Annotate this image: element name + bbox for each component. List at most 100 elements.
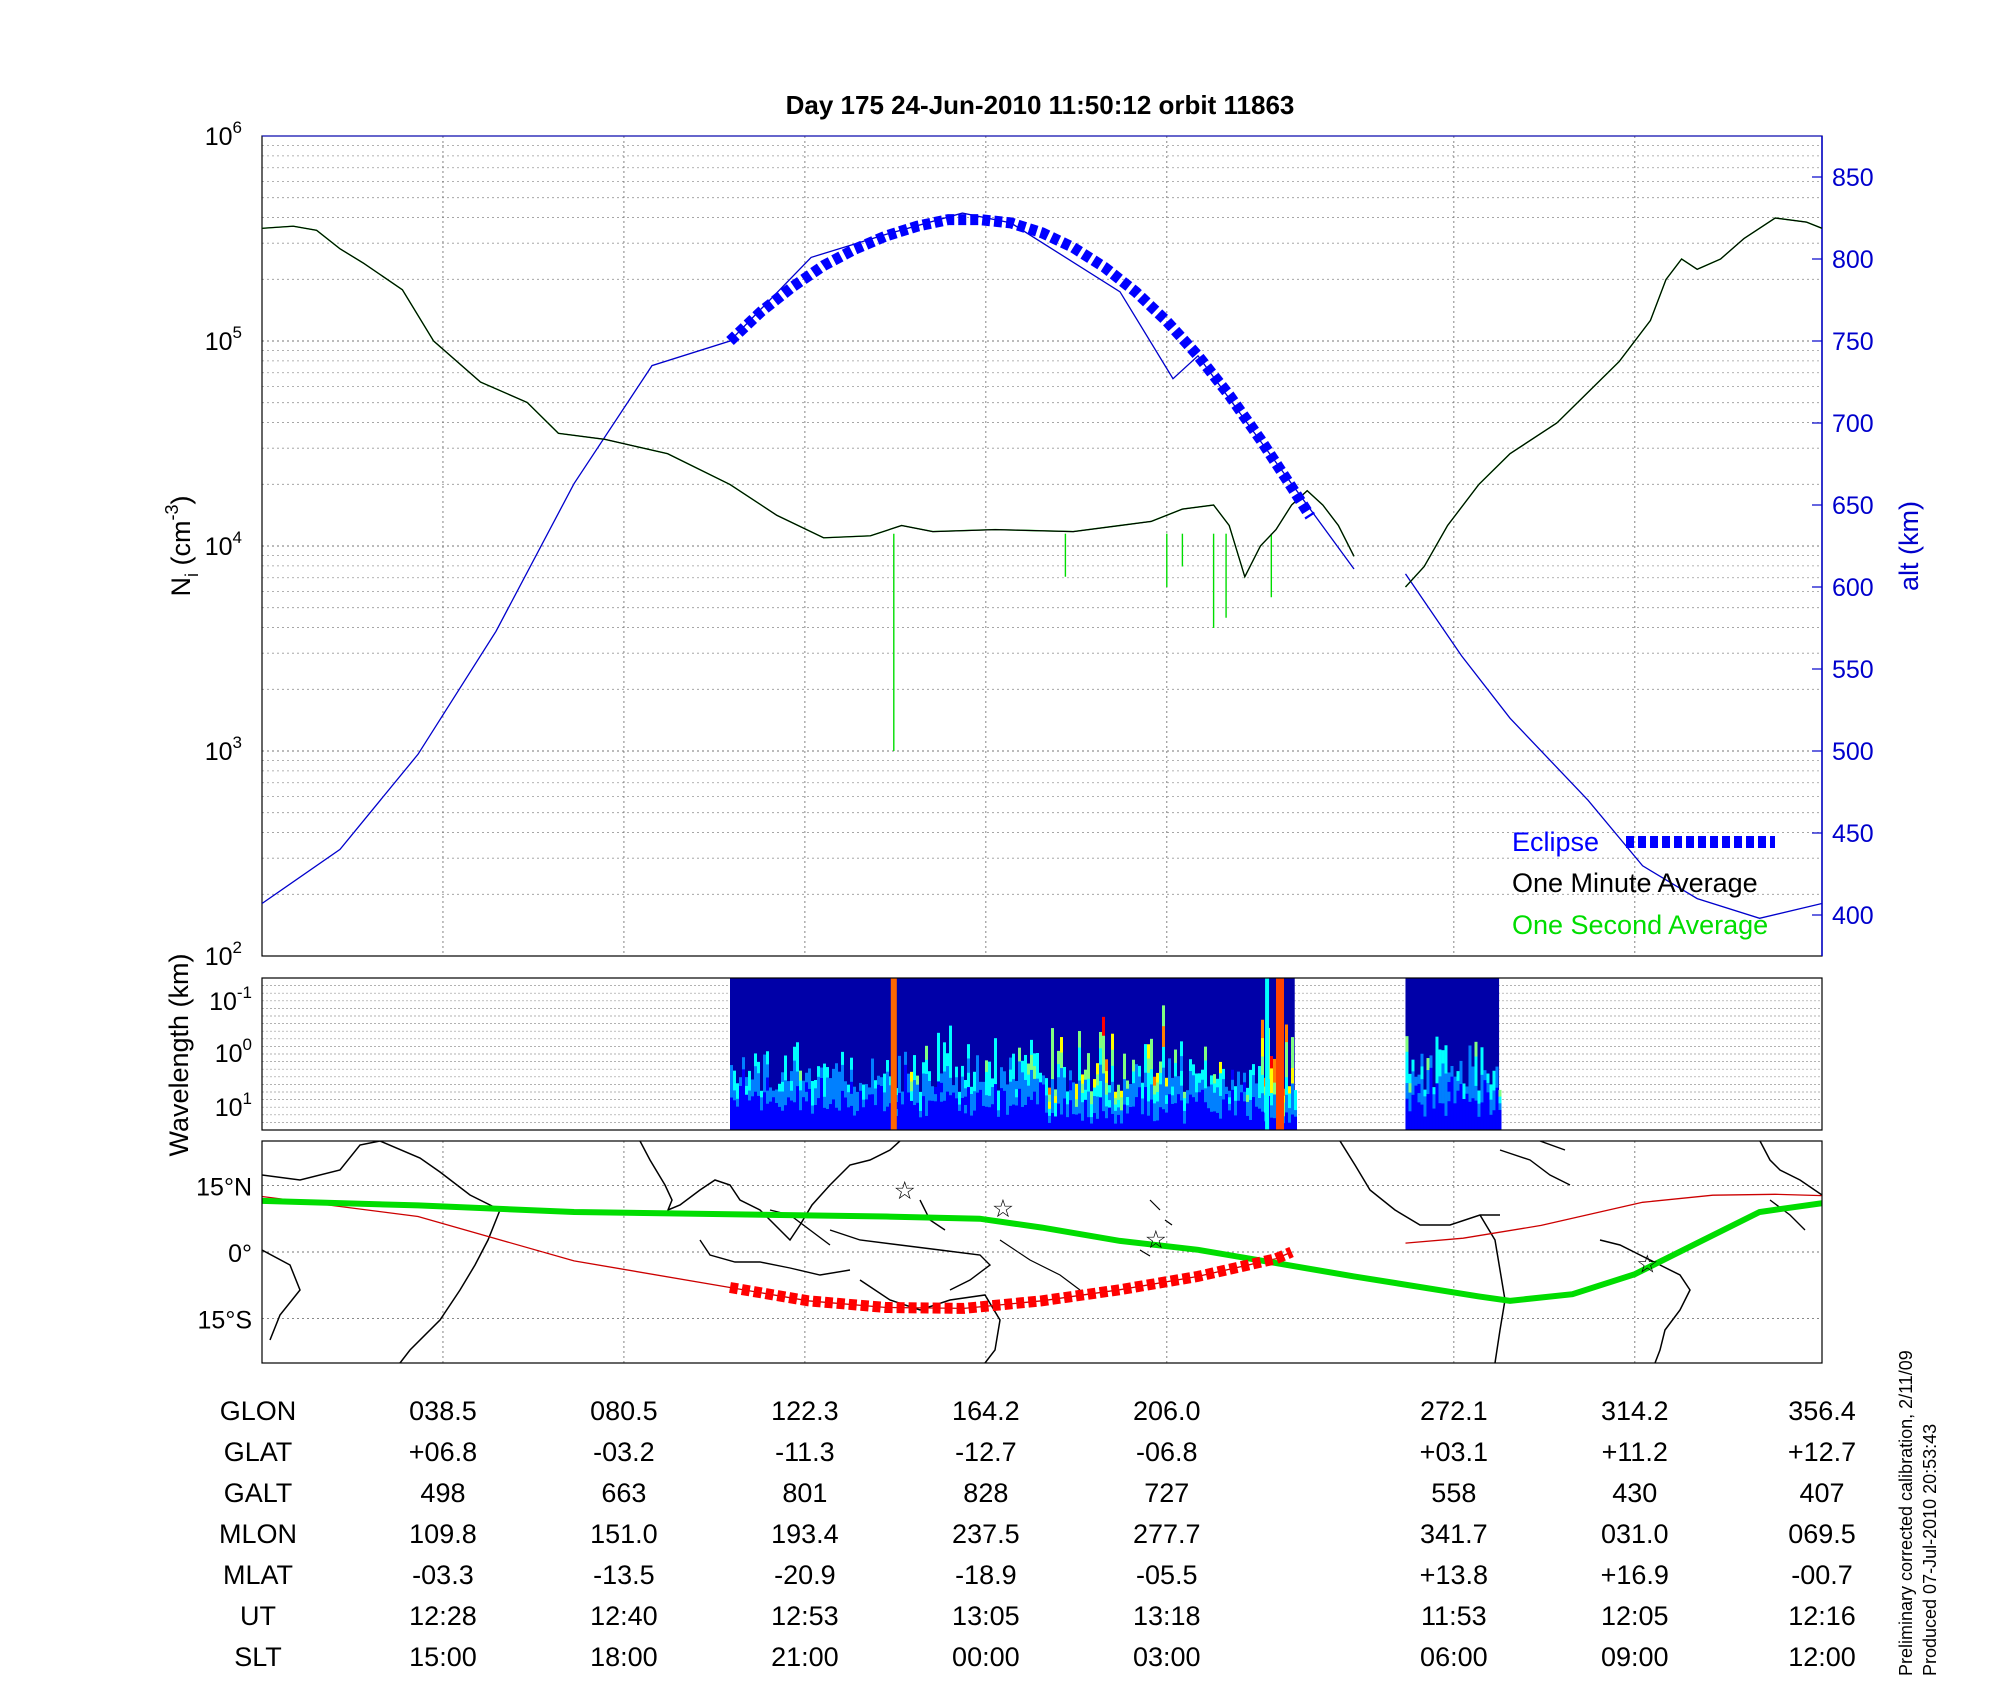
spectrogram-cell [907,1092,910,1103]
spectrogram-cell [1039,1082,1042,1093]
spectrogram-cell [1456,1110,1460,1121]
spectrogram-cell [961,1087,964,1099]
spectrogram-cell [1426,1082,1430,1095]
spectrogram-cell [1486,1101,1490,1112]
spectrogram-cell [943,1042,946,1058]
table-row-label: SLT [234,1642,282,1672]
spectrogram-cell [931,1100,934,1109]
spectrogram-cell [1102,1035,1105,1056]
spectrogram-cell [1492,1120,1496,1131]
spectrogram-cell [1204,1102,1207,1117]
spectrogram-cell [838,1120,841,1131]
spectrogram-cell [901,1097,904,1105]
spectrogram-cell [967,1058,970,1074]
spectrogram-cell [1081,1083,1084,1094]
spectrogram-cell [1249,1089,1252,1101]
spectrogram-cell [868,1122,871,1131]
spectrogram-cell [1090,1104,1093,1112]
spectrogram-cell [1273,1082,1276,1095]
spectrogram-cell [1036,1091,1039,1105]
spectrogram-cell [1066,1123,1069,1131]
spectrogram-cell [955,1077,958,1089]
spectrogram-cell [1225,1101,1228,1109]
spectrogram-cell [1435,1083,1439,1100]
spectrogram-cell [781,1081,784,1093]
spectrogram-cell [1408,1083,1412,1094]
spectrogram-cell [1480,1088,1484,1103]
spectrogram-cell [1159,1118,1162,1131]
spectrogram-cell [1420,1053,1424,1067]
spectrogram-cell [958,1117,961,1125]
spectrogram-cell [1135,1086,1138,1098]
spectrogram-cell [1039,1091,1042,1102]
spectrogram-cell [1147,1044,1150,1060]
spectrogram-cell [964,1079,967,1089]
spectrogram-cell [970,1086,973,1095]
spectrogram-cell [1033,1078,1036,1093]
spectrogram-cell [946,1104,949,1118]
spectrogram-cell [1405,1114,1409,1131]
spectrogram-cell [1012,1066,1015,1080]
spectrogram-cell [736,1098,739,1108]
spectrogram-cell [1003,1110,1006,1121]
spectrogram-cell [763,1054,766,1068]
spectrogram-cell [1012,1117,1015,1131]
spectrogram-cell [1201,1089,1204,1101]
spectrogram-cell [1273,1070,1276,1084]
table-cell: 356.4 [1788,1396,1856,1426]
spectrogram-cell [1018,1102,1021,1117]
spectrogram-cell [829,1121,832,1131]
spectrogram-cell [1498,1109,1502,1118]
spectrogram-cell [1033,1091,1036,1105]
table-cell: -05.5 [1136,1560,1198,1590]
spectrogram-cell [1018,1116,1021,1131]
spectrogram-cell [976,1105,979,1119]
spectrogram-cell [1414,1121,1418,1131]
spectrogram-cell [1447,1120,1451,1131]
spectrogram-cell [919,1104,922,1112]
spectrogram-cell [1063,1098,1066,1110]
spectrogram-cell [772,1090,775,1098]
spectrogram-cell [1081,1074,1084,1085]
spectrogram-cell [1126,1105,1129,1114]
spectrogram-frame [261,977,1823,1131]
spectrogram-cell [775,1109,778,1117]
spectrogram-cell [859,1114,862,1123]
spectrogram-cell [877,1093,880,1104]
spectrogram-cell [1078,1064,1081,1082]
table-cell: 09:00 [1601,1642,1669,1672]
spectrogram-y-ticks: 10-1 100 101 [209,983,252,1122]
spectrogram-cell [784,1067,787,1081]
eclipse-track [729,1246,1294,1314]
spectrogram-cell [802,1080,805,1090]
spectrogram-cell [1432,1087,1436,1095]
spectrogram-cell [1063,1108,1066,1120]
spectrogram-cell [829,1112,832,1122]
spectrogram-hot-column [1276,978,1284,1130]
spectrogram-cell [1087,1104,1090,1118]
spectrogram-cell [1153,1076,1156,1087]
spectrogram-cell [1210,1102,1213,1113]
spectrogram-cell [1180,1100,1183,1116]
spectrogram-cell [1294,1103,1297,1111]
spectrogram-cell [1420,1117,1424,1131]
spectrogram-cell [997,1103,1000,1111]
spectrogram-cell [1237,1081,1240,1092]
spectrogram-cell [1051,1113,1054,1131]
spectrogram-cell [1024,1067,1027,1081]
spectrogram-cell [853,1101,856,1109]
spectrogram-cell [1252,1075,1255,1087]
table-cell: 06:00 [1420,1642,1488,1672]
spectrogram-cell [808,1099,811,1110]
spectrogram-cell [796,1100,799,1116]
spectrogram-cell [1252,1097,1255,1109]
spectrogram-cell [907,1111,910,1122]
spectrogram-cell [1468,1115,1472,1131]
spectrogram-cell [925,1115,928,1131]
spectrogram-cell [1429,1105,1433,1119]
table-cell: 314.2 [1601,1396,1669,1426]
spectrogram-cell [1126,1113,1129,1123]
spectrogram-cell [769,1122,772,1131]
table-cell: 341.7 [1420,1519,1488,1549]
table-cell: 12:05 [1601,1601,1669,1631]
